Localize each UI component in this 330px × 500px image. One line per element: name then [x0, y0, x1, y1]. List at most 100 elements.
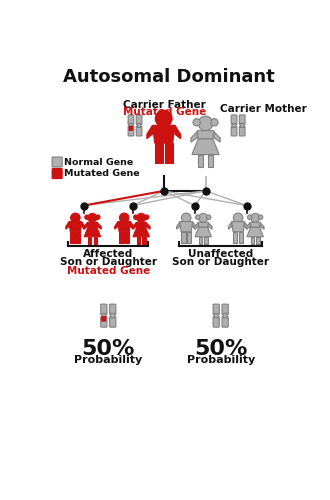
Circle shape	[88, 214, 97, 222]
Polygon shape	[191, 132, 197, 142]
Text: Son or Daughter: Son or Daughter	[60, 257, 157, 267]
FancyBboxPatch shape	[137, 124, 141, 128]
FancyBboxPatch shape	[231, 126, 237, 136]
Polygon shape	[97, 223, 101, 229]
Polygon shape	[131, 222, 134, 229]
Polygon shape	[208, 223, 212, 229]
Polygon shape	[214, 132, 220, 142]
Text: 50%: 50%	[82, 338, 135, 358]
Text: Probability: Probability	[74, 355, 143, 365]
Circle shape	[193, 118, 200, 126]
Polygon shape	[136, 222, 146, 228]
FancyBboxPatch shape	[213, 316, 219, 327]
Polygon shape	[69, 222, 82, 232]
Text: Probability: Probability	[186, 355, 255, 365]
Circle shape	[85, 215, 89, 220]
Polygon shape	[260, 223, 264, 229]
Polygon shape	[175, 126, 181, 138]
Circle shape	[199, 214, 208, 222]
Polygon shape	[83, 223, 87, 229]
Polygon shape	[192, 139, 219, 154]
Polygon shape	[208, 154, 213, 167]
FancyBboxPatch shape	[101, 316, 107, 327]
Polygon shape	[229, 222, 232, 229]
Text: Unaffected: Unaffected	[188, 248, 253, 258]
Polygon shape	[180, 222, 192, 232]
Circle shape	[206, 215, 211, 220]
Polygon shape	[199, 237, 202, 244]
FancyBboxPatch shape	[52, 168, 62, 178]
FancyBboxPatch shape	[232, 124, 236, 128]
Polygon shape	[155, 143, 163, 164]
Polygon shape	[147, 126, 152, 138]
Polygon shape	[143, 237, 146, 244]
Text: Carrier Mother: Carrier Mother	[219, 104, 306, 114]
Circle shape	[145, 215, 149, 220]
Polygon shape	[146, 223, 150, 229]
Polygon shape	[70, 232, 75, 243]
Polygon shape	[256, 237, 260, 244]
Circle shape	[137, 214, 146, 222]
FancyBboxPatch shape	[136, 126, 142, 136]
Polygon shape	[88, 237, 91, 244]
FancyBboxPatch shape	[213, 304, 219, 315]
Polygon shape	[82, 222, 85, 229]
Text: Mutated Gene: Mutated Gene	[64, 169, 140, 178]
FancyBboxPatch shape	[222, 316, 228, 327]
Circle shape	[251, 214, 260, 222]
Polygon shape	[87, 222, 97, 228]
FancyBboxPatch shape	[231, 115, 237, 124]
Text: Mutated Gene: Mutated Gene	[123, 107, 207, 117]
Polygon shape	[246, 223, 250, 229]
Circle shape	[258, 215, 263, 220]
Text: 50%: 50%	[194, 338, 248, 358]
Polygon shape	[192, 222, 196, 229]
FancyBboxPatch shape	[101, 304, 107, 315]
FancyBboxPatch shape	[129, 126, 133, 130]
FancyBboxPatch shape	[110, 304, 116, 315]
FancyBboxPatch shape	[136, 115, 142, 124]
FancyBboxPatch shape	[128, 126, 134, 136]
Polygon shape	[232, 222, 245, 232]
Polygon shape	[132, 223, 136, 229]
Polygon shape	[247, 228, 263, 237]
FancyBboxPatch shape	[128, 115, 134, 124]
FancyBboxPatch shape	[129, 124, 133, 128]
FancyBboxPatch shape	[110, 316, 116, 327]
Polygon shape	[239, 232, 243, 243]
Polygon shape	[198, 222, 208, 228]
Polygon shape	[177, 222, 180, 229]
Polygon shape	[195, 228, 212, 237]
FancyBboxPatch shape	[240, 124, 244, 128]
FancyBboxPatch shape	[111, 314, 115, 318]
FancyBboxPatch shape	[102, 314, 106, 318]
Polygon shape	[119, 232, 123, 243]
Text: Mutated Gene: Mutated Gene	[67, 266, 150, 276]
Polygon shape	[152, 126, 175, 143]
Circle shape	[96, 215, 100, 220]
Text: Son or Daughter: Son or Daughter	[172, 257, 269, 267]
Polygon shape	[245, 222, 248, 229]
FancyBboxPatch shape	[214, 314, 218, 318]
Circle shape	[119, 213, 129, 222]
FancyBboxPatch shape	[239, 126, 245, 136]
Polygon shape	[181, 232, 185, 243]
Circle shape	[196, 215, 200, 220]
Text: Affected: Affected	[83, 248, 133, 258]
Polygon shape	[194, 223, 198, 229]
Polygon shape	[197, 130, 214, 139]
Text: Carrier Father: Carrier Father	[123, 100, 206, 110]
Circle shape	[155, 110, 172, 127]
FancyBboxPatch shape	[52, 157, 62, 167]
Polygon shape	[133, 228, 149, 237]
Polygon shape	[115, 222, 118, 229]
Polygon shape	[233, 232, 238, 243]
Polygon shape	[205, 237, 208, 244]
Circle shape	[71, 213, 80, 222]
Polygon shape	[66, 222, 69, 229]
Polygon shape	[84, 228, 101, 237]
Polygon shape	[118, 222, 131, 232]
FancyBboxPatch shape	[222, 304, 228, 315]
Text: Autosomal Dominant: Autosomal Dominant	[63, 68, 275, 86]
Circle shape	[134, 215, 138, 220]
